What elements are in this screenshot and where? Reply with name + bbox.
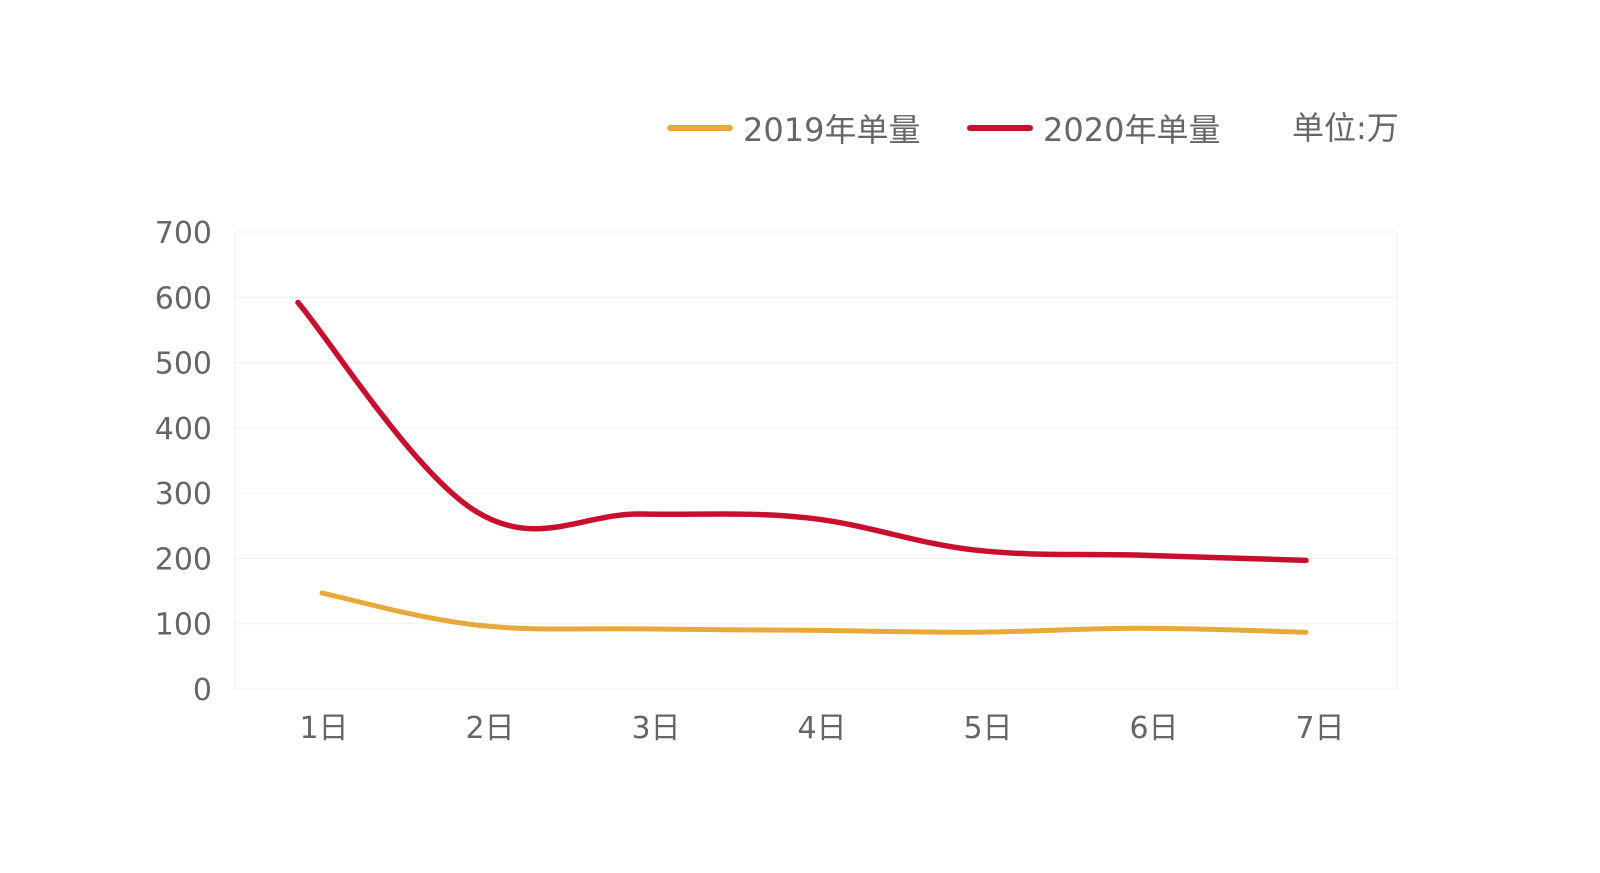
series-line-2019: [319, 590, 1309, 635]
plot-area: [234, 231, 1398, 690]
x-tick-label: 6日: [1129, 711, 1178, 746]
y-tick-label: 300: [155, 477, 212, 512]
y-tick-label: 600: [155, 281, 212, 316]
x-tick-label: 4日: [797, 711, 846, 746]
grid-lines: [235, 231, 1397, 690]
y-axis: 0 100 200 300 400 500 600 700: [155, 216, 212, 708]
y-tick-label: 200: [155, 542, 212, 577]
plot-border: [234, 231, 1398, 690]
legend-label-2020: 2020年单量: [1043, 111, 1220, 149]
unit-label: 单位:万: [1292, 109, 1399, 147]
y-tick-label: 400: [155, 412, 212, 447]
legend: 2019年单量 2020年单量 单位:万: [667, 109, 1399, 149]
x-tick-label: 3日: [631, 711, 680, 746]
x-tick-label: 7日: [1295, 711, 1344, 746]
y-tick-label: 100: [155, 608, 212, 643]
x-tick-label: 1日: [299, 711, 348, 746]
x-tick-label: 5日: [963, 711, 1012, 746]
y-tick-label: 0: [193, 673, 212, 708]
y-tick-label: 500: [155, 347, 212, 382]
series-lines: [295, 299, 1309, 635]
x-axis: 1日 2日 3日 4日 5日 6日 7日: [299, 711, 1344, 746]
y-tick-label: 700: [155, 216, 212, 251]
legend-label-2019: 2019年单量: [743, 111, 920, 149]
series-line-2020: [295, 299, 1309, 564]
x-tick-label: 2日: [465, 711, 514, 746]
